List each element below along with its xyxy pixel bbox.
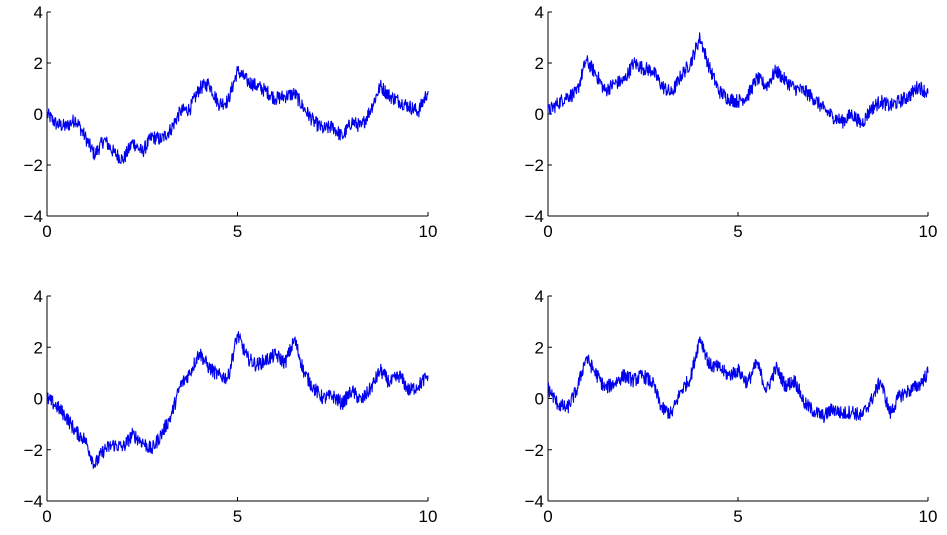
y-tick-label: −4 — [24, 492, 43, 511]
x-tick-label: 5 — [733, 507, 742, 526]
panel-top-right: −4 −2 0 2 4 0 5 10 — [525, 3, 938, 241]
x-tick-label: 0 — [42, 222, 51, 241]
series-line — [46, 330, 429, 469]
series-line — [46, 65, 429, 164]
y-tick-label: −2 — [24, 156, 43, 175]
y-tick-label: 2 — [34, 338, 43, 357]
x-tick-label: 0 — [543, 507, 552, 526]
y-tick-label: 0 — [34, 390, 43, 409]
x-tick-label: 10 — [419, 507, 438, 526]
x-tick-label: 10 — [919, 507, 938, 526]
panel-top-left: −4 −2 0 2 4 0 5 10 — [24, 3, 438, 241]
y-tick-label: −2 — [24, 441, 43, 460]
y-tick-label: −2 — [525, 156, 544, 175]
y-tick-label: 4 — [34, 3, 43, 22]
x-tick-label: 0 — [543, 222, 552, 241]
y-tick-label: 0 — [535, 390, 544, 409]
y-tick-label: 4 — [535, 287, 544, 306]
y-tick-label: −4 — [525, 207, 544, 226]
x-tick-label: 5 — [233, 222, 242, 241]
panel-bottom-left: −4 −2 0 2 4 0 5 10 — [24, 287, 438, 526]
y-tick-label: 2 — [535, 338, 544, 357]
x-tick-label: 10 — [419, 222, 438, 241]
y-tick-label: −4 — [525, 492, 544, 511]
panel-bottom-right: −4 −2 0 2 4 0 5 10 — [525, 287, 938, 526]
x-tick-label: 5 — [233, 507, 242, 526]
y-tick-label: 0 — [535, 105, 544, 124]
y-tick-label: 0 — [34, 105, 43, 124]
y-tick-label: 4 — [34, 287, 43, 306]
y-tick-label: 4 — [535, 3, 544, 22]
x-tick-label: 5 — [733, 222, 742, 241]
y-tick-label: −4 — [24, 207, 43, 226]
y-tick-label: 2 — [535, 54, 544, 73]
x-tick-label: 10 — [919, 222, 938, 241]
x-tick-label: 0 — [42, 507, 51, 526]
series-line — [547, 32, 929, 129]
y-tick-label: 2 — [34, 54, 43, 73]
y-tick-label: −2 — [525, 441, 544, 460]
series-line — [547, 336, 929, 424]
